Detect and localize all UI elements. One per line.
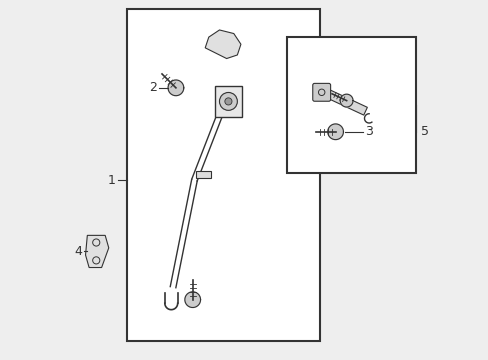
Text: 1: 1	[108, 174, 116, 186]
Text: 5: 5	[420, 125, 428, 138]
Polygon shape	[340, 94, 352, 107]
Bar	[215, 86, 242, 117]
Polygon shape	[168, 80, 183, 96]
Polygon shape	[85, 235, 108, 267]
Polygon shape	[327, 124, 343, 140]
Text: 2: 2	[149, 81, 157, 94]
Circle shape	[219, 93, 237, 111]
Bar	[126, 9, 319, 341]
Polygon shape	[321, 88, 366, 115]
Bar	[287, 37, 415, 173]
Polygon shape	[184, 292, 200, 307]
Bar	[196, 171, 210, 178]
Text: 3: 3	[365, 125, 372, 138]
Circle shape	[224, 98, 231, 105]
FancyBboxPatch shape	[312, 84, 330, 101]
Polygon shape	[205, 30, 241, 59]
Text: 4: 4	[74, 245, 82, 258]
